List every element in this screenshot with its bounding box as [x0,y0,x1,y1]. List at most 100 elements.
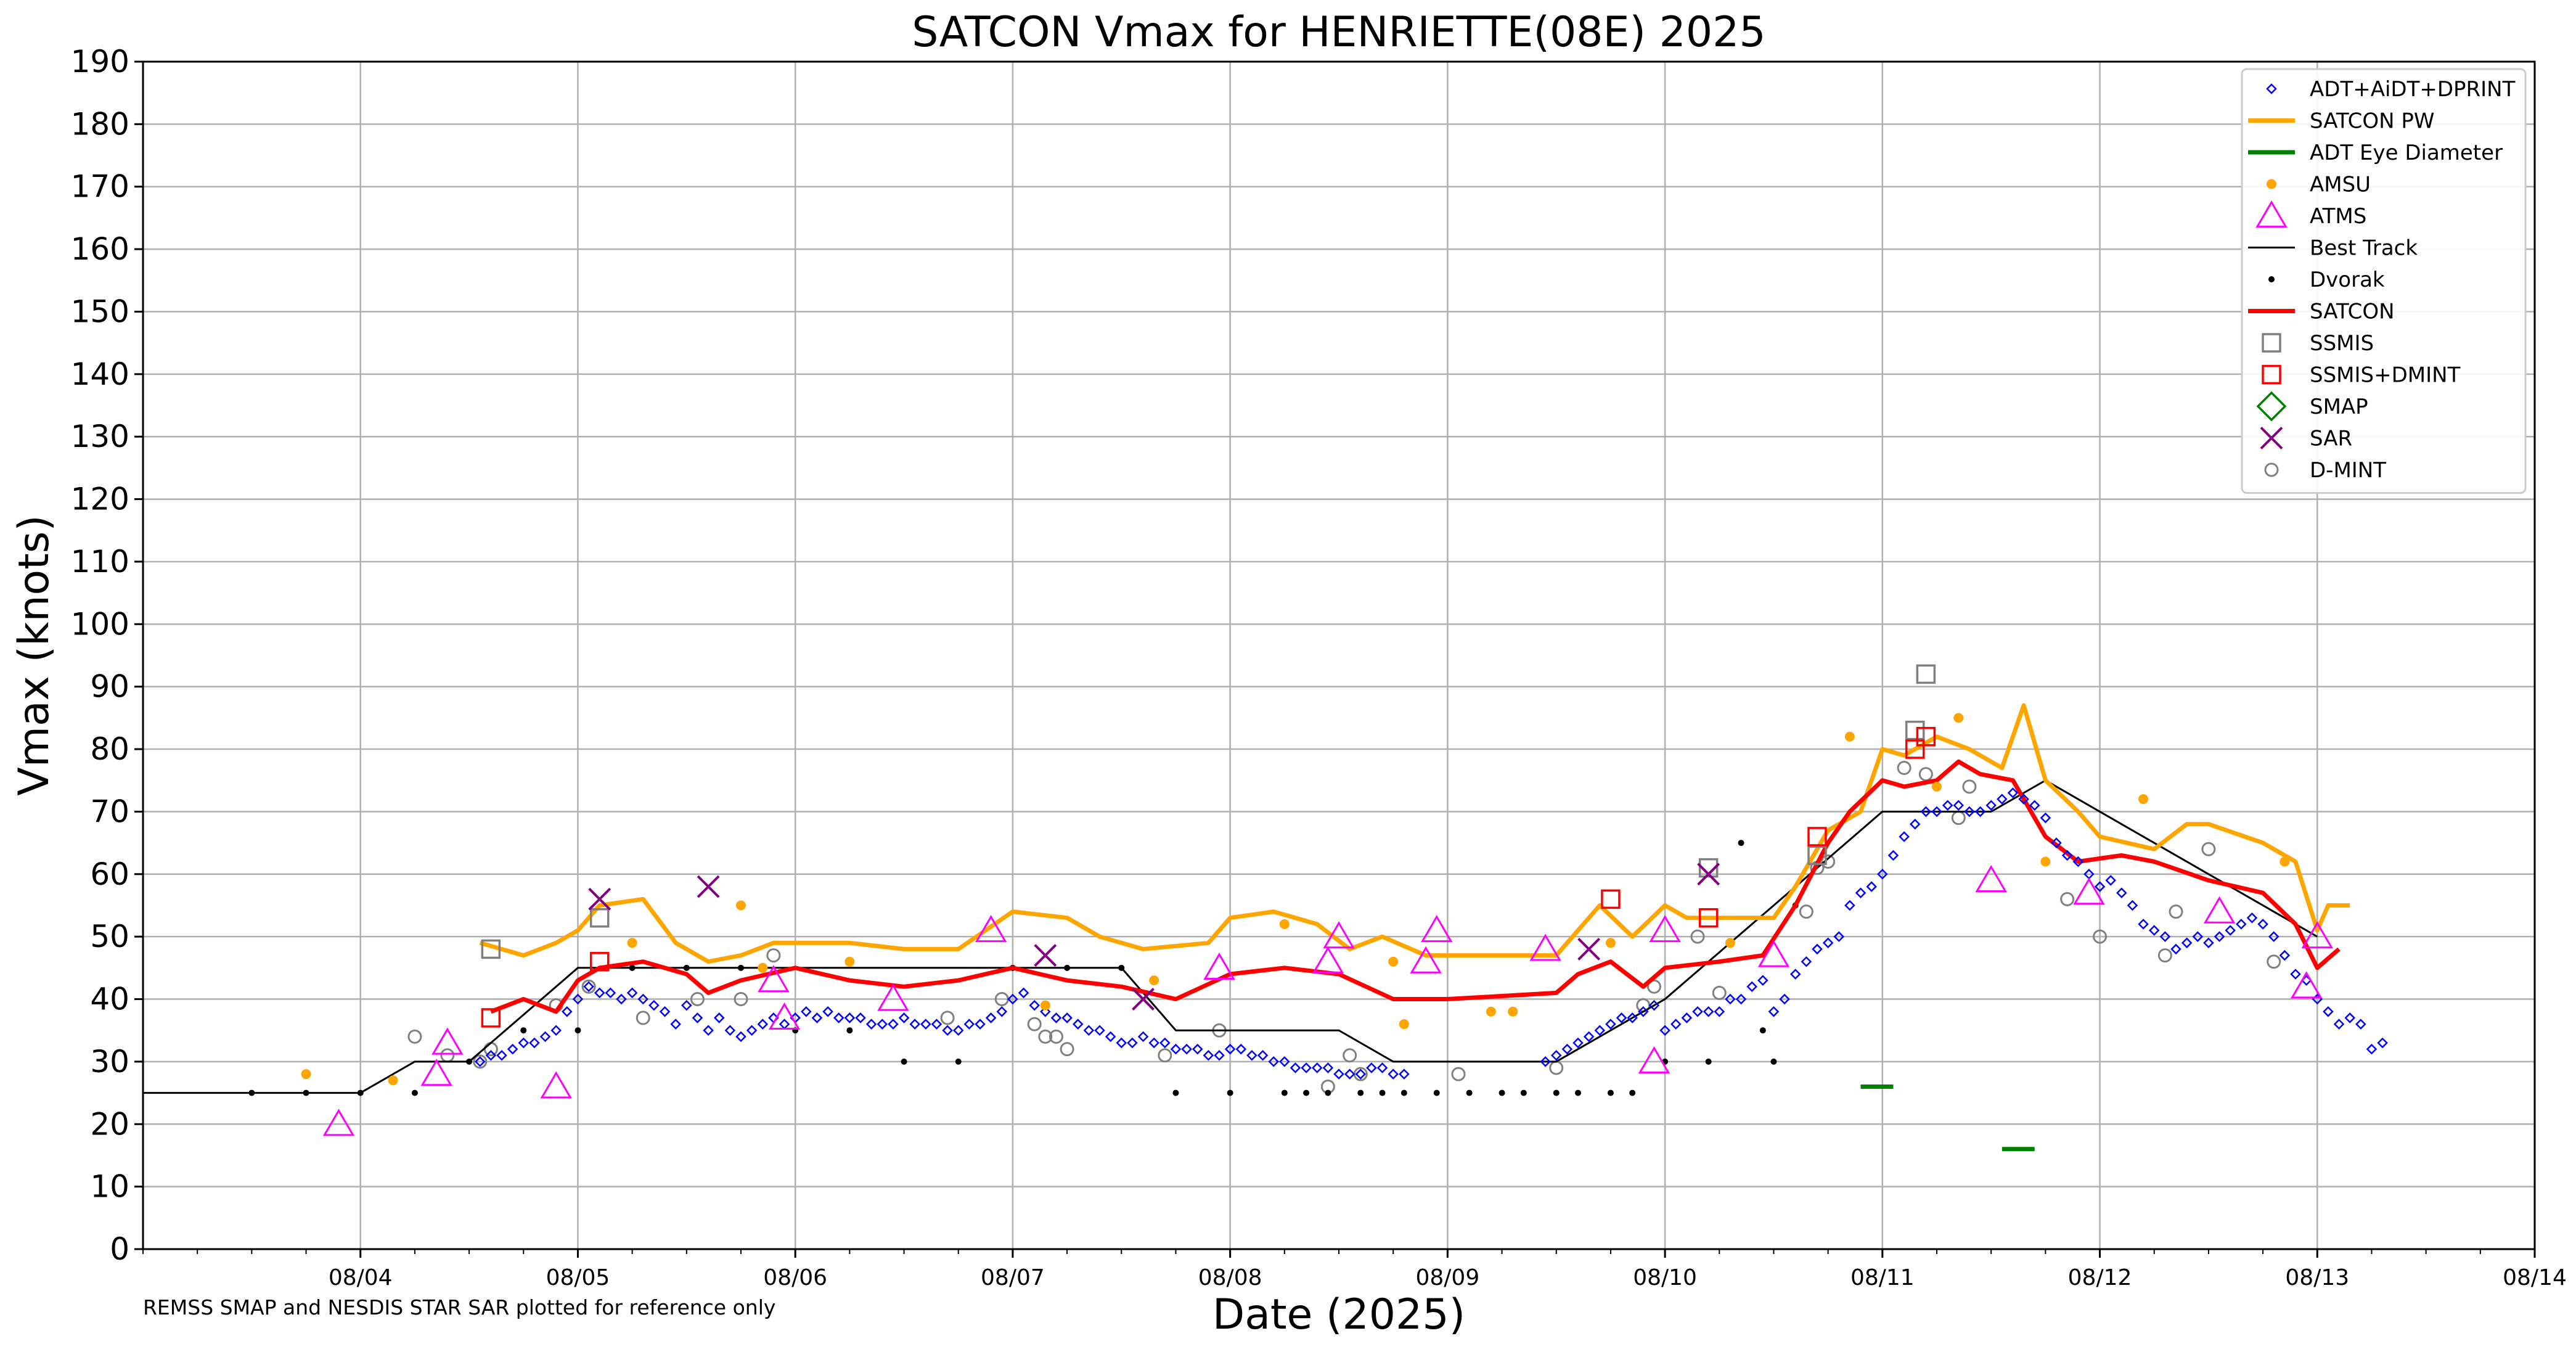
adt-point [1007,993,1018,1005]
adt-point [746,1025,758,1036]
sar-point [1132,988,1155,1011]
dvorak-point [1575,1089,1581,1096]
adt-point [2225,925,2236,936]
legend-label: D-MINT [2310,458,2386,483]
y-tick-label: 30 [90,1044,129,1080]
adt-point [2203,937,2214,949]
atms-point [2301,921,2333,949]
adt-point [1877,869,1888,880]
dmint-point [1799,904,1813,919]
dmint-point [1158,1048,1172,1063]
ssmis-dmint-point [1698,908,1719,928]
atms-point [768,1002,801,1030]
amsu-point [1844,731,1855,742]
adt-point [2192,931,2204,942]
dvorak-point [520,1027,527,1034]
dvorak-point [574,1027,581,1034]
adt-point [1137,1031,1149,1043]
legend-label: SSMIS+DMINT [2310,363,2461,388]
adt-point [985,1012,997,1023]
y-tick-label: 130 [71,419,129,454]
adt-point [2323,1006,2334,1017]
amsu-point [1399,1019,1409,1030]
atms-point [1421,915,1453,943]
dmint-point [473,1054,488,1069]
adt-point [1159,1037,1171,1049]
dvorak-point [1400,1089,1407,1096]
legend-label: ADT+AiDT+DPRINT [2310,77,2516,102]
legend-label: SMAP [2310,395,2368,419]
adt-point [626,987,638,999]
amsu-point [2138,794,2149,805]
adt-point [2029,800,2040,811]
adt-point [1855,887,1867,898]
adt-point [539,1031,551,1043]
adt-point [2007,787,2019,798]
y-tick-label: 0 [110,1231,129,1267]
adt-point [1203,1049,1214,1061]
amsu-point [2040,856,2051,867]
amsu-point [301,1069,311,1080]
adt-point [757,1019,769,1030]
dmint-point [2093,929,2108,944]
legend-item-dvorak: Dvorak [2268,268,2385,292]
satcon-pw-line [479,703,2350,964]
adt-point [1648,999,1660,1011]
adt-point [1050,1012,1062,1023]
ssmis-dmint-point [589,951,610,972]
adt-point [920,1019,931,1030]
ssmis-point [481,939,501,959]
amsu-point [1388,956,1399,967]
dvorak-point [901,1058,907,1065]
y-tick-label: 90 [90,669,129,705]
legend-label: Best Track [2310,236,2418,261]
y-tick-label: 60 [90,856,129,892]
dmint-point [1049,1029,1063,1044]
adt-point [865,1019,877,1030]
adt-point [1627,1012,1638,1023]
adt-point [1725,993,1736,1005]
adt-point [1789,969,1801,980]
y-axis-ticks: 0 10 20 30 40 50 60 70 80 90 100 110 120 130 140 150 160… [71,44,143,1267]
adt-point [1170,1043,1182,1055]
adt-point [2377,1037,2388,1049]
adt-point [898,1012,910,1023]
x-axis-label: Date (2025) [1212,1290,1465,1339]
adt-point [1616,1012,1627,1023]
adt-point [1899,831,1910,842]
legend-item-ssmis: SSMIS [2262,331,2374,356]
atms-point [1323,921,1355,949]
dvorak-point [1379,1089,1386,1096]
legend-item-dmint: D-MINT [2264,458,2386,483]
best-track-line [143,779,2318,1094]
adt-point [550,1025,562,1036]
satcon-line [490,759,2341,1014]
dvorak-point [1281,1089,1288,1096]
adt-point [2355,1019,2366,1030]
adt-point [801,1006,812,1017]
x-tick-label: 08/05 [546,1265,610,1290]
amsu-point [1605,938,1616,948]
adt-point [1964,806,1975,818]
amsu-point [1932,781,1942,792]
y-tick-label: 180 [71,106,129,142]
adt-point [572,993,584,1005]
y-tick-label: 80 [90,731,129,767]
amsu-point [1040,1000,1050,1011]
dvorak-point [1357,1089,1364,1096]
adt-point [2344,1012,2355,1023]
y-tick-label: 70 [90,793,129,829]
adt-point [1594,1025,1606,1036]
adt-point [2061,850,2073,861]
dmint-point [1027,1017,1042,1031]
x-tick-label: 08/10 [1633,1265,1697,1290]
adt-point [2040,812,2051,824]
adt-point [952,1025,964,1036]
legend-item-adt: ADT+AiDT+DPRINT [2266,77,2516,102]
adt-point [2257,919,2268,930]
x-tick-label: 08/09 [1415,1265,1479,1290]
y-tick-label: 120 [71,482,129,517]
dvorak-point [1553,1089,1560,1096]
adt-point [822,1006,833,1017]
